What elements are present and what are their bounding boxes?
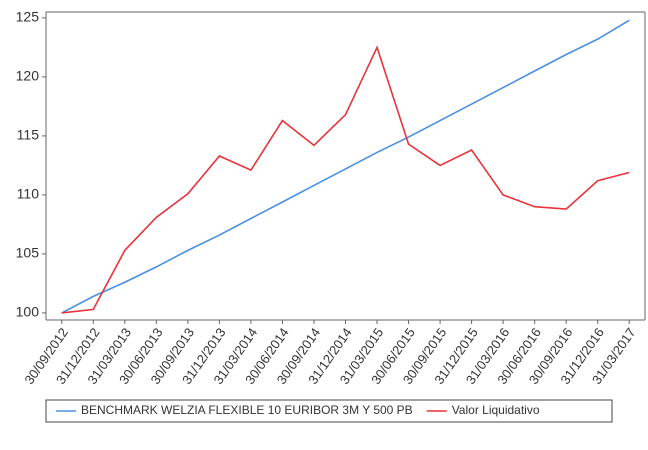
legend-label: BENCHMARK WELZIA FLEXIBLE 10 EURIBOR 3M … bbox=[81, 403, 413, 417]
y-tick-label: 125 bbox=[16, 9, 40, 25]
legend-label: Valor Liquidativo bbox=[452, 403, 540, 417]
y-tick-label: 110 bbox=[17, 186, 40, 202]
y-tick-label: 120 bbox=[16, 68, 40, 84]
y-tick-label: 105 bbox=[16, 245, 40, 261]
legend-box bbox=[45, 399, 613, 423]
series-line bbox=[61, 45, 630, 314]
series-line bbox=[61, 19, 630, 314]
y-tick-label: 115 bbox=[17, 127, 40, 143]
y-tick-label: 100 bbox=[16, 304, 40, 320]
